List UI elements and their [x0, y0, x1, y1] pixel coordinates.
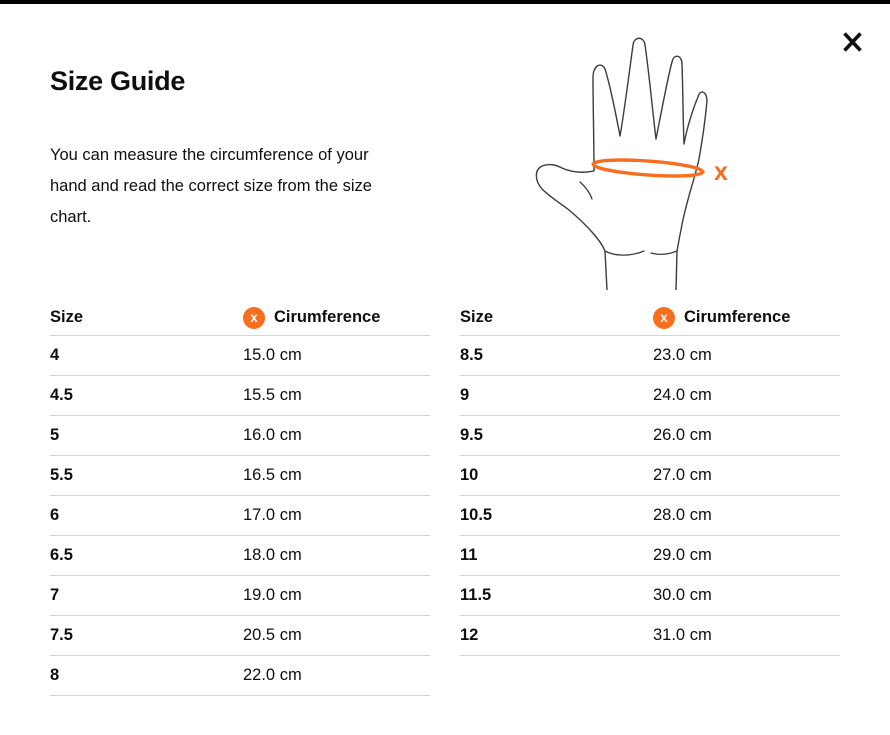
table-row: 11 29.0 cm	[460, 536, 840, 576]
size-column-header: Size	[50, 308, 84, 326]
table-row: 10 27.0 cm	[460, 456, 840, 496]
table-row: 5 16.0 cm	[50, 416, 430, 456]
table-row: 11.5 30.0 cm	[460, 576, 840, 616]
circumference-cell: 27.0 cm	[653, 466, 712, 484]
circumference-cell: 17.0 cm	[243, 506, 302, 524]
size-cell: 6.5	[50, 546, 73, 564]
size-cell: 10	[460, 466, 479, 484]
circumference-cell: 23.0 cm	[653, 346, 712, 364]
size-cell: 9	[460, 386, 470, 404]
close-icon	[842, 31, 863, 53]
top-bar	[0, 0, 890, 4]
description-line: chart.	[50, 208, 92, 226]
size-cell: 8	[50, 666, 60, 684]
table-row: 10.5 28.0 cm	[460, 496, 840, 536]
table-row: 9 24.0 cm	[460, 376, 840, 416]
table-body: 4 15.0 cm 4.5 15.5 cm 5 16.0 cm 5.5 16.5 cm 6 17.…	[50, 336, 430, 696]
size-cell: 7	[50, 586, 60, 604]
circumference-cell: 19.0 cm	[243, 586, 302, 604]
measure-badge-icon: x	[243, 306, 265, 329]
circumference-cell: 24.0 cm	[653, 386, 712, 404]
size-cell: 7.5	[50, 626, 73, 644]
wrist-crease-line	[604, 250, 645, 256]
circumference-cell: 16.0 cm	[243, 426, 302, 444]
circumference-cell: 15.0 cm	[243, 346, 302, 364]
size-table-right: Size x Cirumference 8.5 23.0 cm 9 24.0 cm 9.…	[460, 300, 840, 696]
circumference-cell: 29.0 cm	[653, 546, 712, 564]
table-row: 5.5 16.5 cm	[50, 456, 430, 496]
table-row: 7 19.0 cm	[50, 576, 430, 616]
circumference-cell: 15.5 cm	[243, 386, 302, 404]
table-row: 12 31.0 cm	[460, 616, 840, 656]
circumference-cell: 30.0 cm	[653, 586, 712, 604]
circumference-column-header: x Cirumference	[653, 306, 840, 329]
circumference-label: Cirumference	[274, 308, 381, 326]
table-row: 8 22.0 cm	[50, 656, 430, 696]
circumference-label: Cirumference	[684, 308, 791, 326]
size-table-left: Size x Cirumference 4 15.0 cm 4.5 15.5 cm 5 1…	[50, 300, 430, 696]
measure-band	[591, 158, 705, 178]
table-row: 6.5 18.0 cm	[50, 536, 430, 576]
description-line: hand and read the correct size from the …	[50, 177, 372, 195]
table-row: 9.5 26.0 cm	[460, 416, 840, 456]
hand-illustration: x	[520, 20, 890, 290]
table-row: 7.5 20.5 cm	[50, 616, 430, 656]
circumference-cell: 28.0 cm	[653, 506, 712, 524]
circumference-cell: 26.0 cm	[653, 426, 712, 444]
table-row: 8.5 23.0 cm	[460, 336, 840, 376]
size-cell: 11.5	[460, 586, 492, 604]
size-cell: 12	[460, 626, 479, 644]
close-button[interactable]	[832, 22, 872, 62]
size-tables: Size x Cirumference 4 15.0 cm 4.5 15.5 cm 5 1…	[50, 300, 840, 696]
size-cell: 5	[50, 426, 60, 444]
circumference-cell: 16.5 cm	[243, 466, 302, 484]
circumference-cell: 22.0 cm	[243, 666, 302, 684]
page-title: Size Guide	[50, 66, 186, 96]
size-cell: 4.5	[50, 386, 73, 404]
size-column-header: Size	[460, 308, 494, 326]
size-cell: 4	[50, 346, 60, 364]
circumference-cell: 18.0 cm	[243, 546, 302, 564]
circumference-cell: 20.5 cm	[243, 626, 302, 644]
table-row: 6 17.0 cm	[50, 496, 430, 536]
circumference-column-header: x Cirumference	[243, 306, 430, 329]
size-cell: 5.5	[50, 466, 73, 484]
size-cell: 11	[460, 546, 478, 564]
table-row: 4.5 15.5 cm	[50, 376, 430, 416]
measure-badge-icon: x	[653, 306, 675, 329]
measure-label: x	[714, 158, 728, 186]
description: You can measure the circumference of you…	[50, 140, 470, 233]
thumb-crease-line	[579, 181, 593, 200]
size-cell: 9.5	[460, 426, 483, 444]
description-line: You can measure the circumference of you…	[50, 146, 369, 164]
size-cell: 10.5	[460, 506, 493, 524]
size-cell: 6	[50, 506, 60, 524]
table-header: Size x Cirumference	[50, 300, 430, 336]
wrist-crease-line	[650, 250, 678, 255]
table-header: Size x Cirumference	[460, 300, 840, 336]
hand-outline	[535, 37, 708, 290]
circumference-cell: 31.0 cm	[653, 626, 712, 644]
table-body: 8.5 23.0 cm 9 24.0 cm 9.5 26.0 cm 10 27.0 cm 10.…	[460, 336, 840, 656]
table-row: 4 15.0 cm	[50, 336, 430, 376]
size-cell: 8.5	[460, 346, 483, 364]
